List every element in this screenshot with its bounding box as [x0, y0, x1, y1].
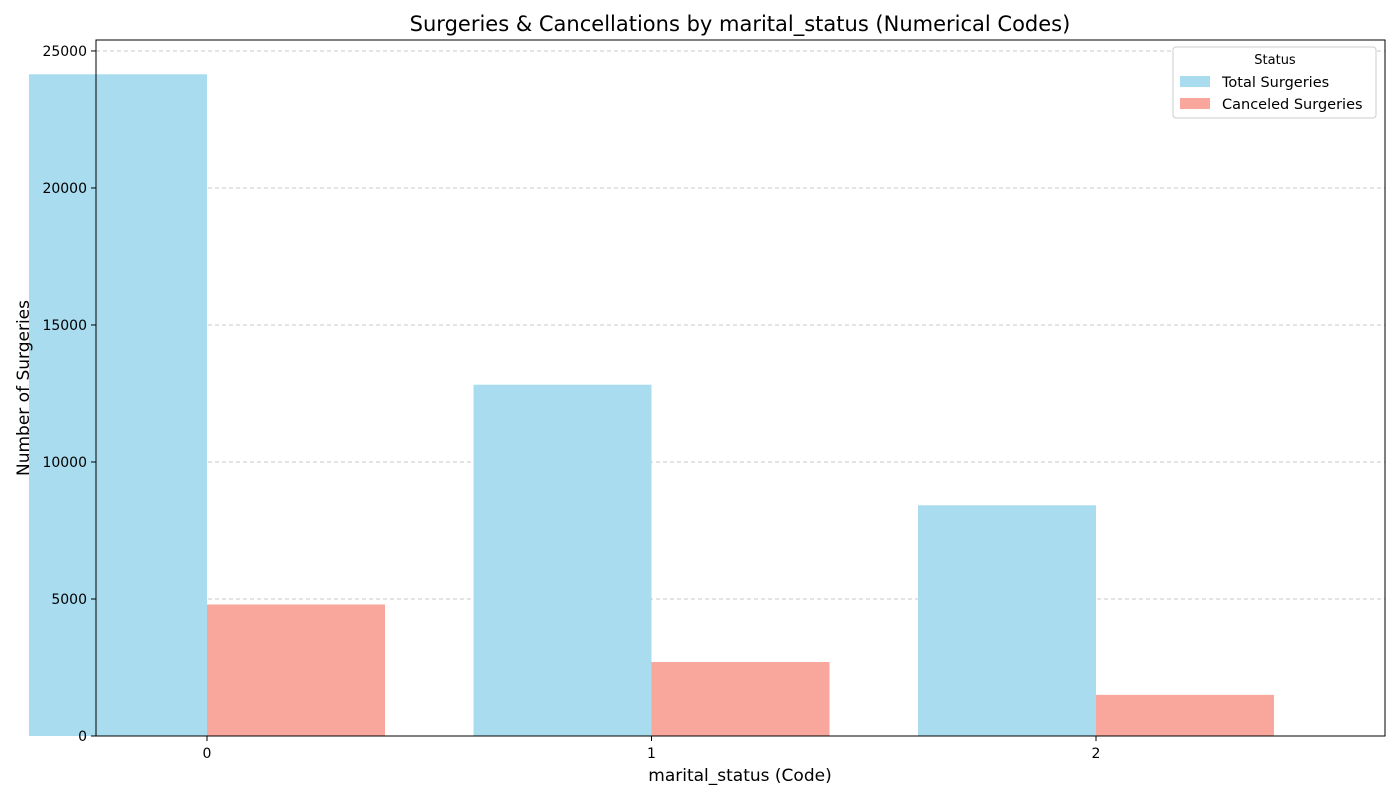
axes-group: 0 5000 10000 15000 20000 25000 0 1 2	[42, 39, 1386, 762]
y-tick-label-5: 25000	[42, 44, 87, 60]
bar-total-2	[918, 505, 1096, 736]
legend-frame	[1172, 46, 1377, 119]
y-tick-label-2: 10000	[42, 455, 87, 471]
legend: Status Total Surgeries Canceled Surgeries	[1172, 46, 1377, 119]
y-tick-label-0: 0	[78, 729, 87, 745]
x-tick-label-0: 0	[203, 746, 212, 762]
y-tick-label-3: 15000	[42, 318, 87, 334]
bar-canceled-0	[207, 604, 385, 736]
chart-title: Surgeries & Cancellations by marital_sta…	[410, 12, 1071, 37]
x-tick-label-1: 1	[647, 746, 656, 762]
bar-total-1	[473, 384, 652, 736]
bar-canceled-1	[651, 662, 830, 736]
y-tick-label-4: 20000	[42, 181, 87, 197]
plot-frame	[95, 39, 1386, 737]
x-axis-label: marital_status (Code)	[648, 766, 831, 786]
bar-canceled-2	[1096, 694, 1274, 736]
grid-lines	[96, 50, 1385, 600]
legend-swatch-canceled	[1180, 98, 1210, 109]
y-axis-label: Number of Surgeries	[14, 300, 34, 476]
x-tick-label-2: 2	[1092, 746, 1101, 762]
legend-label-canceled: Canceled Surgeries	[1222, 97, 1363, 113]
bar-total-0	[29, 74, 207, 737]
bars-group	[29, 74, 1274, 737]
legend-swatch-total	[1180, 76, 1210, 87]
legend-title: Status	[1254, 53, 1296, 68]
legend-label-total: Total Surgeries	[1221, 75, 1329, 91]
y-tick-label-1: 5000	[51, 592, 87, 608]
legend-items: Total Surgeries Canceled Surgeries	[1180, 75, 1363, 113]
